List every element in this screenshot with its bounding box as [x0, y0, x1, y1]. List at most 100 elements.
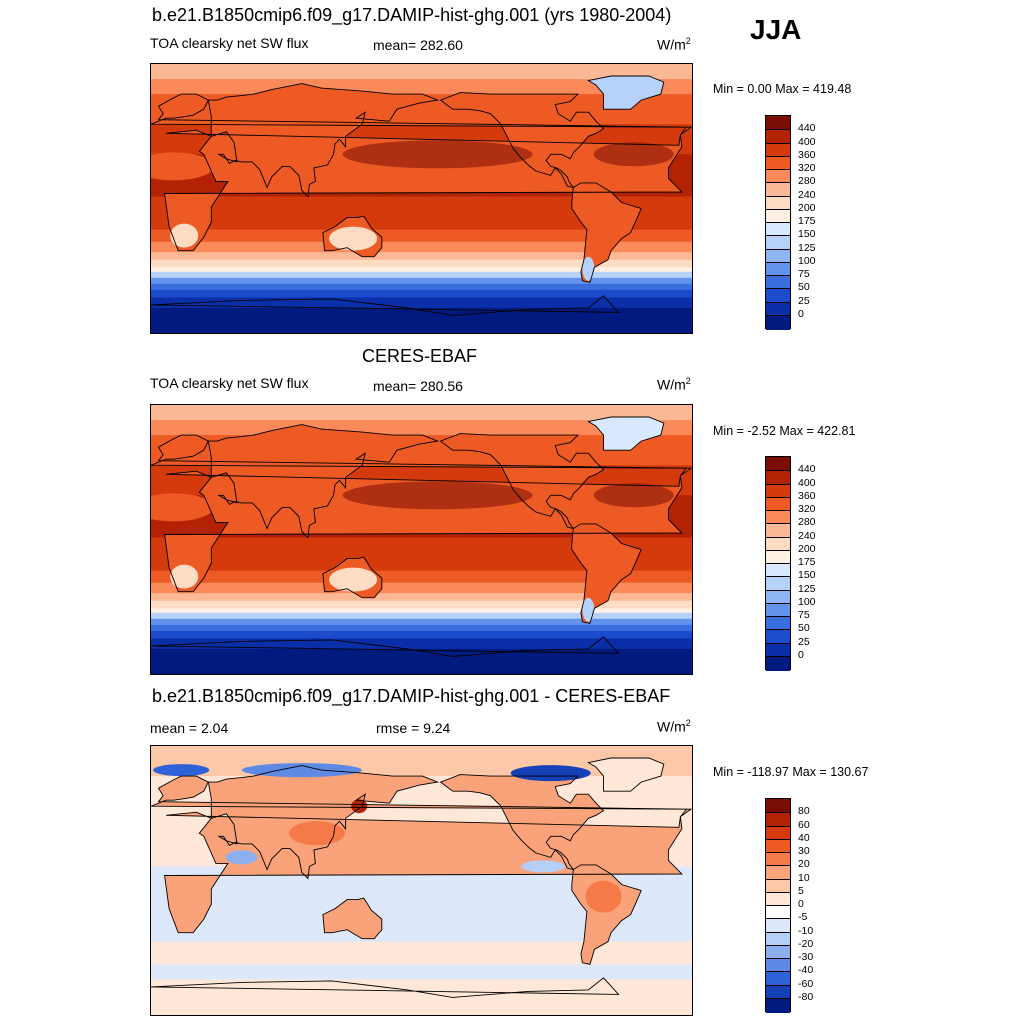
- colorbar-box: [766, 182, 790, 197]
- antarctica-coastline: [151, 295, 620, 316]
- colorbar-tick-label: 200: [798, 201, 816, 214]
- colorbar-tick-label: 240: [798, 188, 816, 201]
- panel2-map: [150, 404, 693, 675]
- colorbar-box: [766, 314, 790, 330]
- colorbar-box: [766, 931, 790, 947]
- panel3-colorbar: 80 60 40 30 20 10 5 0 -5 -10 -20 -30 -40 -60 -80: [765, 798, 813, 1013]
- colorbar-box: [766, 642, 790, 658]
- colorbar-box: [766, 129, 790, 144]
- colorbar-tick-label: 5: [798, 884, 804, 897]
- colorbar-tick-label: 360: [798, 489, 816, 502]
- colorbar-tick-label: 320: [798, 503, 816, 515]
- patagonia-patch: [582, 597, 595, 622]
- colorbar-box: [766, 629, 790, 644]
- colorbar-box: [766, 563, 790, 578]
- colorbar-tick-label: -80: [798, 990, 814, 1003]
- europeAfrica-land: [151, 435, 691, 592]
- southAmerica-coastline: [571, 523, 642, 624]
- panel3-rmse-label: rmse = 9.24: [376, 720, 451, 736]
- lat-band: [151, 271, 692, 279]
- asia-land: [208, 424, 438, 538]
- colorbar-tick-label: 75: [798, 268, 810, 280]
- panel1-units: W/m2: [657, 36, 691, 53]
- panel1-mean-label: mean= 282.60: [373, 37, 463, 53]
- atlantic-max-patch: [593, 142, 674, 167]
- northAmerica-coastline: [439, 774, 605, 871]
- greenland-land: [588, 417, 664, 451]
- lat-band: [151, 979, 692, 1015]
- panel2-colorbar: 440 400 360 320 280 240 200 175 150 125 100 75 50 25 0: [765, 456, 816, 671]
- colorbar-tick-label: -30: [798, 951, 814, 963]
- lat-band: [151, 941, 692, 965]
- greenland-land: [588, 758, 664, 792]
- lat-band: [151, 405, 692, 421]
- colorbar-box: [766, 825, 790, 841]
- colorbar-tick-label: 100: [798, 254, 816, 267]
- colorbar-box: [766, 301, 790, 317]
- colorbar-tick-label: 75: [798, 609, 810, 621]
- australia-coastline: [322, 215, 383, 258]
- colorbar-box: [766, 248, 790, 264]
- colorbar-tick-label: 175: [798, 556, 816, 568]
- colorbar-box: [766, 589, 790, 605]
- colorbar-tick-label: 50: [798, 622, 810, 635]
- lat-band: [151, 64, 692, 80]
- lat-band: [151, 593, 692, 602]
- panel1-map: [150, 63, 693, 334]
- southern-africa-patch: [170, 564, 199, 589]
- colorbar-box: [766, 905, 790, 920]
- colorbar-tick-label: 0: [798, 307, 804, 320]
- lat-band: [151, 241, 692, 253]
- lat-band: [151, 608, 692, 614]
- panel1-minmax: Min = 0.00 Max = 419.48: [713, 82, 852, 96]
- asia-coastline: [207, 765, 440, 880]
- lat-band: [151, 600, 692, 609]
- colorbar-box: [766, 812, 790, 827]
- sahara-patch: [151, 493, 214, 522]
- colorbar-tick-label: 175: [798, 215, 816, 227]
- colorbar-box: [766, 549, 790, 565]
- greenland-coastline: [587, 75, 665, 110]
- panel2-minmax: Min = -2.52 Max = 422.81: [713, 424, 856, 438]
- siberia-negative-patch: [241, 763, 362, 778]
- patagonia-patch: [582, 256, 595, 281]
- colorbar-tick-label: -5: [798, 911, 808, 924]
- greenland-land: [588, 76, 664, 110]
- australia-patch: [329, 226, 378, 251]
- colorbar-box: [766, 838, 790, 854]
- lat-band: [151, 307, 692, 333]
- lat-band: [151, 552, 692, 572]
- northAmerica-land: [440, 774, 604, 870]
- colorbar-box: [766, 470, 790, 485]
- colorbar-box: [766, 222, 790, 237]
- europeAfrica-coastline: [151, 93, 692, 252]
- antarctica-coastline: [151, 636, 620, 657]
- southern-africa-patch: [170, 223, 199, 248]
- northAmerica-land: [440, 433, 604, 529]
- northAmerica-coastline: [439, 433, 605, 530]
- sahara-patch: [151, 152, 214, 181]
- colorbar-tick-label: -60: [798, 977, 814, 990]
- lat-band: [151, 267, 692, 273]
- australia-land: [322, 898, 382, 939]
- panel2-mean-label: mean= 280.56: [373, 378, 463, 394]
- lat-band: [151, 648, 692, 674]
- northAmerica-coastline: [439, 92, 605, 189]
- panel3-units: W/m2: [657, 718, 691, 735]
- colorbar-tick-label: 200: [798, 542, 816, 555]
- lat-band: [151, 612, 692, 620]
- panel3-minmax: Min = -118.97 Max = 130.67: [713, 765, 869, 779]
- lat-band: [151, 289, 692, 298]
- colorbar-box: [766, 457, 790, 471]
- europeAfrica-coastline: [151, 775, 692, 934]
- europeAfrica-coastline: [151, 434, 692, 593]
- colorbar-box: [766, 602, 790, 618]
- colorbar-box: [766, 655, 790, 671]
- colorbar-box: [766, 918, 790, 933]
- colorbar-box: [766, 523, 790, 538]
- colorbar-tick-label: 150: [798, 569, 816, 582]
- panel1-colorbar: 440 400 360 320 280 240 200 175 150 125 100 75 50 25 0: [765, 115, 816, 330]
- colorbar-tick-label: 20: [798, 858, 810, 871]
- colorbar-box: [766, 971, 790, 986]
- lat-band: [151, 537, 692, 554]
